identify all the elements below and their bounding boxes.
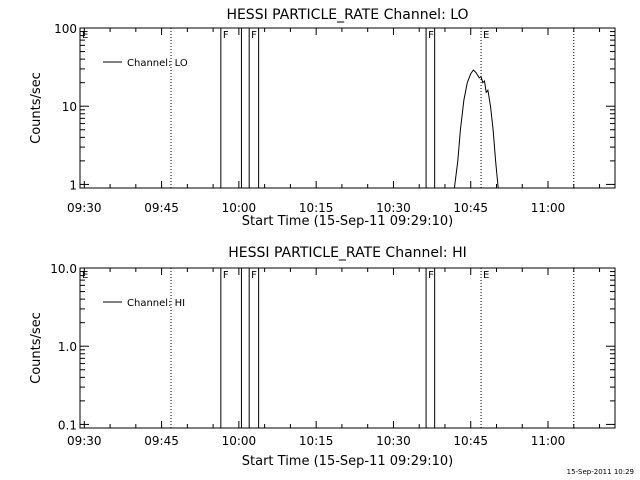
legend-entry: Channel: HI <box>127 298 185 309</box>
x-tick-label: 10:00 <box>222 201 257 215</box>
x-tick-label: 09:30 <box>67 434 102 448</box>
x-tick-label: 11:00 <box>531 434 566 448</box>
flag-label: E <box>82 30 88 41</box>
x-axis-label: Start Time (15-Sep-11 09:29:10) <box>242 214 453 229</box>
y-tick-label: 1 <box>69 178 77 192</box>
x-tick-label: 10:30 <box>376 201 411 215</box>
y-tick-label: 10 <box>62 100 77 114</box>
chart-title: HESSI PARTICLE_RATE Channel: LO <box>226 7 468 23</box>
y-axis-label: Counts/sec <box>29 312 44 384</box>
chart-title: HESSI PARTICLE_RATE Channel: HI <box>228 245 466 261</box>
y-tick-label: 100 <box>54 22 77 36</box>
chart-panel-2: HESSI PARTICLE_RATE Channel: HI Start Tim… <box>29 245 616 469</box>
flag-label: E <box>483 30 489 41</box>
x-tick-label: 10:45 <box>453 201 488 215</box>
x-tick-label: 10:30 <box>376 434 411 448</box>
flag-label: F <box>251 270 257 281</box>
flag-label: F <box>223 270 229 281</box>
x-tick-label: 11:00 <box>531 201 566 215</box>
x-tick-label: 09:30 <box>67 201 102 215</box>
x-tick-label: 10:45 <box>453 434 488 448</box>
plot-frame <box>79 267 616 429</box>
footer-timestamp: 15-Sep-2011 10:29 <box>566 468 634 476</box>
y-tick-label: 1.0 <box>58 340 77 354</box>
legend-entry: Channel: LO <box>127 58 188 69</box>
flag-label: F <box>251 30 257 41</box>
flag-label: E <box>82 270 88 281</box>
y-tick-label: 10.0 <box>50 262 77 276</box>
x-tick-label: 10:15 <box>299 201 334 215</box>
series-line <box>453 69 499 189</box>
y-tick-label: 0.1 <box>58 418 77 432</box>
plot-frame <box>79 27 616 189</box>
x-tick-label: 10:00 <box>222 434 257 448</box>
flag-label: F <box>223 30 229 41</box>
y-axis-label: Counts/sec <box>29 72 44 144</box>
flag-label: E <box>483 270 489 281</box>
x-tick-label: 09:45 <box>144 434 179 448</box>
x-tick-label: 09:45 <box>144 201 179 215</box>
chart-panel-1: HESSI PARTICLE_RATE Channel: LO Start Tim… <box>29 7 616 229</box>
x-axis-label: Start Time (15-Sep-11 09:29:10) <box>242 454 453 469</box>
x-tick-label: 10:15 <box>299 434 334 448</box>
flag-label: F <box>428 270 434 281</box>
flag-label: F <box>428 30 434 41</box>
